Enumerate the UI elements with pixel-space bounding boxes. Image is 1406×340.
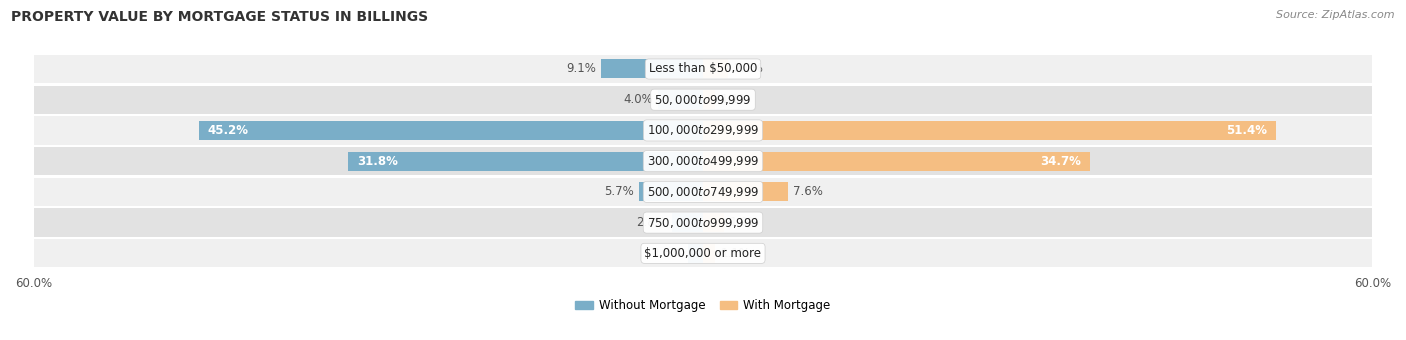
Bar	[658, 90, 703, 109]
Text: 51.4%: 51.4%	[1226, 124, 1268, 137]
Bar	[198, 121, 703, 140]
Text: 1.3%: 1.3%	[654, 247, 683, 260]
Bar	[34, 86, 1372, 114]
Bar	[640, 182, 703, 201]
Bar	[34, 116, 1372, 144]
Text: PROPERTY VALUE BY MORTGAGE STATUS IN BILLINGS: PROPERTY VALUE BY MORTGAGE STATUS IN BIL…	[11, 10, 429, 24]
Text: 5.7%: 5.7%	[605, 185, 634, 198]
Bar	[602, 59, 703, 79]
Text: $100,000 to $299,999: $100,000 to $299,999	[647, 123, 759, 137]
Bar	[34, 55, 1372, 83]
Bar	[34, 239, 1372, 268]
Text: Less than $50,000: Less than $50,000	[648, 63, 758, 75]
Text: $300,000 to $499,999: $300,000 to $499,999	[647, 154, 759, 168]
Bar	[672, 213, 703, 232]
Text: 1.1%: 1.1%	[721, 247, 751, 260]
Text: 7.6%: 7.6%	[793, 185, 824, 198]
Bar	[34, 147, 1372, 175]
Bar	[703, 152, 1090, 171]
Bar	[689, 244, 703, 263]
Text: $50,000 to $99,999: $50,000 to $99,999	[654, 93, 752, 107]
Text: 1.9%: 1.9%	[730, 216, 759, 229]
Text: 45.2%: 45.2%	[208, 124, 249, 137]
Text: 9.1%: 9.1%	[567, 63, 596, 75]
Bar	[349, 152, 703, 171]
Text: 31.8%: 31.8%	[357, 155, 398, 168]
Bar	[703, 182, 787, 201]
Text: 4.0%: 4.0%	[623, 93, 652, 106]
Text: 34.7%: 34.7%	[1040, 155, 1081, 168]
Bar	[703, 59, 727, 79]
Bar	[703, 213, 724, 232]
Text: 2.2%: 2.2%	[733, 63, 763, 75]
Text: 1.1%: 1.1%	[721, 93, 751, 106]
Text: $500,000 to $749,999: $500,000 to $749,999	[647, 185, 759, 199]
Bar	[34, 208, 1372, 237]
Legend: Without Mortgage, With Mortgage: Without Mortgage, With Mortgage	[571, 294, 835, 317]
Bar	[703, 244, 716, 263]
Bar	[703, 121, 1277, 140]
Bar	[34, 178, 1372, 206]
Text: 2.8%: 2.8%	[637, 216, 666, 229]
Text: Source: ZipAtlas.com: Source: ZipAtlas.com	[1277, 10, 1395, 20]
Text: $1,000,000 or more: $1,000,000 or more	[644, 247, 762, 260]
Text: $750,000 to $999,999: $750,000 to $999,999	[647, 216, 759, 230]
Bar	[703, 90, 716, 109]
